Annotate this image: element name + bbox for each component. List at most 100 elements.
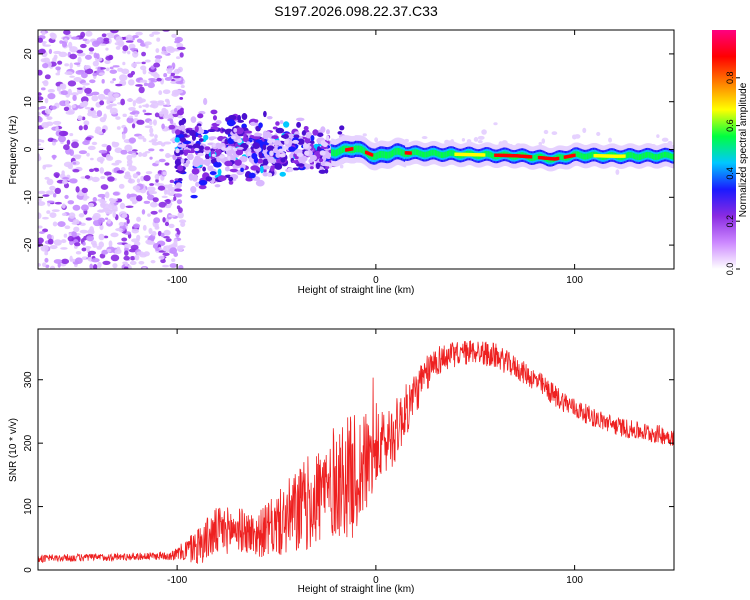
spectrogram-cell	[179, 52, 184, 58]
spectrogram-cell	[608, 137, 613, 143]
spectrogram-cell	[134, 113, 139, 118]
spectrogram-cell	[226, 119, 236, 127]
spectrogram-cell	[661, 137, 669, 142]
spectrogram-cell	[274, 162, 283, 170]
spectrogram-cell	[155, 222, 159, 229]
spectrogram-cell	[160, 258, 166, 264]
spectrogram-cell	[672, 153, 674, 160]
spectrogram-cell	[112, 263, 118, 269]
spectrogram-cell	[183, 162, 189, 168]
spectrogram-cell	[42, 63, 49, 69]
spectrogram-cell	[162, 114, 170, 119]
spectrogram-cell	[171, 33, 177, 38]
spectrogram-cell	[81, 116, 86, 121]
spectrogram-cell	[68, 212, 76, 219]
spectrogram-cell	[102, 260, 111, 266]
spectrogram-cell	[230, 135, 236, 140]
spectrogram-cell	[212, 115, 218, 121]
spectrogram-cell	[84, 54, 92, 60]
spectrogram-cell	[153, 62, 161, 68]
spectrogram-cell	[195, 181, 200, 187]
spectrogram-cell	[615, 169, 620, 175]
spectrogram-cell	[143, 200, 151, 204]
spectrogram-cell	[203, 134, 209, 141]
spectrogram-cell	[125, 205, 134, 209]
spectrogram-cell	[267, 172, 273, 177]
spectrogram-cell	[81, 72, 88, 79]
spectrogram-cell	[309, 154, 317, 161]
spectrogram-cell	[93, 52, 98, 59]
spectrogram-cell	[126, 98, 134, 102]
spectrogram-cell	[150, 80, 158, 83]
spectrogram-cell	[177, 165, 184, 172]
spectrogram-cell	[291, 160, 299, 163]
spectrogram-cell	[582, 127, 587, 134]
spectrogram-cell	[51, 141, 57, 146]
spectrogram-cell	[149, 156, 153, 160]
spectrogram-cell	[210, 109, 218, 115]
spectrogram-cell	[147, 213, 151, 217]
spectrogram-cell	[461, 138, 466, 142]
spectrogram-cell	[170, 80, 178, 84]
spectrogram-cell	[264, 131, 272, 138]
spectrogram-cell	[98, 72, 105, 76]
spectrogram-cell	[100, 203, 107, 207]
spectrogram-cell	[112, 78, 116, 81]
spectrogram-cell	[61, 41, 68, 48]
spectrogram-cell	[78, 213, 85, 218]
spectrogram-cell	[114, 248, 122, 255]
spectrogram-cell	[161, 195, 168, 199]
spectrogram-cell	[38, 116, 43, 123]
spectrogram-cell	[165, 154, 174, 158]
spectrogram-cell	[374, 137, 379, 143]
spectrogram-cell	[151, 141, 160, 146]
spectrogram-cell	[91, 258, 100, 263]
spectrogram-cell	[255, 179, 265, 187]
snr-series-line	[38, 340, 674, 564]
spectrogram-cell	[162, 264, 170, 268]
spectrogram-cell	[103, 96, 109, 100]
spectrogram-cell	[104, 191, 110, 199]
spectrogram-cell	[172, 154, 177, 161]
spectrogram-cell	[126, 218, 130, 224]
spectrogram-cell	[192, 143, 201, 150]
spectrogram-cell	[52, 139, 58, 143]
spectrogram-cell	[623, 154, 626, 158]
spectrogram-cell	[92, 242, 98, 248]
spectrogram-cell	[41, 40, 47, 44]
spectrogram-cell	[275, 152, 281, 158]
spectrogram-cell	[126, 50, 131, 55]
spectrogram-cell	[165, 238, 172, 243]
y-tick-label: 0	[23, 146, 34, 152]
spectrogram-cell	[192, 174, 198, 182]
spectrogram-cell	[99, 100, 105, 106]
spectrogram-cell	[254, 119, 259, 123]
spectrogram-cell	[147, 194, 155, 201]
spectrogram-cell	[142, 68, 147, 75]
spectrogram-cell	[247, 151, 252, 156]
spectrogram-cell	[143, 112, 153, 116]
spectrogram-cell	[115, 36, 123, 43]
spectrogram-cell	[67, 235, 74, 242]
spectrogram-cell	[78, 150, 88, 155]
spectrogram-cell	[157, 101, 165, 106]
spectrogram-cell	[131, 152, 137, 158]
spectrogram-cell	[135, 31, 143, 36]
spectrogram-cell	[61, 258, 70, 265]
spectrogram-cell	[63, 161, 73, 168]
spectrogram-cell	[109, 66, 114, 70]
spectrogram-marks	[38, 30, 674, 269]
spectrogram-cell	[115, 83, 123, 87]
spectrogram-cell	[191, 168, 200, 175]
spectrogram-cell	[122, 45, 129, 52]
spectrogram-cell	[243, 133, 247, 138]
colorbar-tick-label: 0.6	[725, 119, 735, 132]
spectrogram-cell	[142, 266, 147, 269]
spectrogram-cell	[287, 133, 295, 139]
spectrogram-cell	[62, 176, 70, 180]
spectrogram-cell	[84, 106, 92, 110]
spectrogram-cell	[309, 140, 315, 144]
spectrogram-cell	[482, 153, 486, 157]
y-tick-label: 200	[23, 434, 34, 451]
spectrogram-cell	[136, 119, 145, 125]
